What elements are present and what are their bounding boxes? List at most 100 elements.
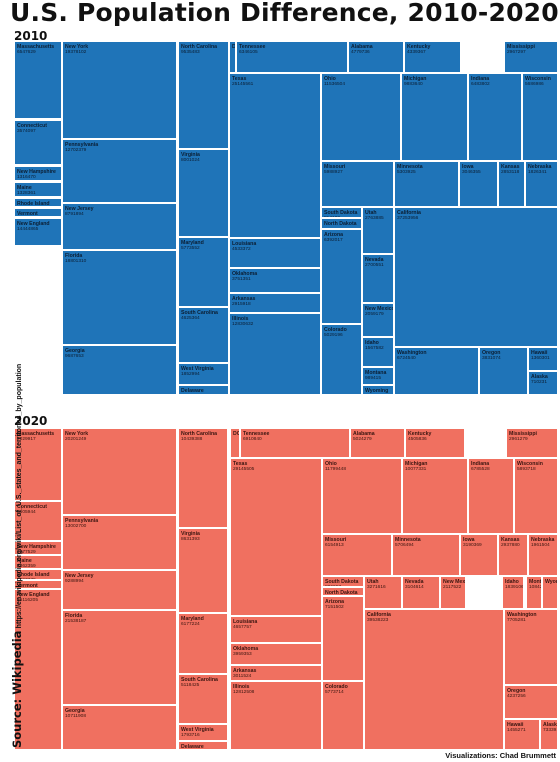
treemap-cell-maryland: Maryland 6177224 bbox=[178, 613, 228, 674]
cell-population-label: 1328361 bbox=[17, 191, 36, 196]
treemap-cell-ohio: Ohio 11799448 bbox=[322, 458, 402, 534]
cell-state-label: West Virginia bbox=[181, 727, 214, 733]
treemap-cell-new-england: New England 14444865 bbox=[14, 218, 62, 246]
cell-population-label: 20201249 bbox=[65, 437, 87, 442]
cell-population-label: 9883640 bbox=[404, 82, 423, 87]
cell-population-label: 10077331 bbox=[405, 467, 427, 472]
cell-state-label: Arkansas bbox=[232, 296, 256, 302]
cell-population-label: 2967297 bbox=[507, 50, 526, 55]
cell-population-label: 7705281 bbox=[507, 618, 526, 623]
treemap-cell-rhode-island: Rhode Island1097379 bbox=[14, 569, 62, 580]
treemap-cell-minnesota: Minnesota 5706494 bbox=[392, 534, 460, 576]
cell-population-label: 8791894 bbox=[65, 212, 84, 217]
cell-state-label: Wyoming bbox=[545, 579, 557, 585]
cell-state-label: Nevada bbox=[405, 579, 424, 585]
cell-population-label: 6483802 bbox=[471, 82, 490, 87]
cell-population-label: 1316470 bbox=[17, 175, 36, 180]
cell-population-label: 4339367 bbox=[407, 50, 426, 55]
cell-population-label: 5024279 bbox=[353, 437, 372, 442]
treemap-cell-utah: Utah 3271616 bbox=[364, 576, 402, 609]
cell-state-label: Texas bbox=[233, 461, 248, 467]
treemap-cell-pennsylvania: Pennsylvania 13002700 bbox=[62, 515, 177, 570]
cell-state-label: Ohio bbox=[324, 76, 336, 82]
treemap-cell-mississippi: Mississippi 2961279 bbox=[506, 428, 558, 458]
cell-state-label: North Carolina bbox=[181, 431, 218, 437]
treemap-cell-maine: Maine 1362359 bbox=[14, 555, 62, 569]
cell-population-label: 1839106 bbox=[505, 585, 524, 590]
treemap-cell-florida: Florida 21538187 bbox=[62, 610, 177, 705]
cell-state-label: Mississippi bbox=[507, 44, 535, 50]
treemap-cell-minnesota: Minnesota 5303925 bbox=[394, 161, 459, 207]
treemap-cell-california: California 37253956 bbox=[394, 207, 558, 347]
treemap-cell-alabama: Alabama 4779736 bbox=[348, 41, 404, 73]
treemap-cell-montana: Montana1084225 bbox=[526, 576, 542, 609]
cell-population-label: 5773552 bbox=[181, 246, 200, 251]
cell-population-label: 6910840 bbox=[243, 437, 262, 442]
treemap-cell-iowa: Iowa 3046355 bbox=[459, 161, 498, 207]
cell-population-label: 4779736 bbox=[351, 50, 370, 55]
treemap-cell-arizona: Arizona 7151502 bbox=[322, 596, 364, 681]
cell-state-label: New Jersey bbox=[65, 206, 94, 212]
cell-state-label: Iowa bbox=[463, 537, 475, 543]
treemap-cell-louisiana: Louisiana 4657757 bbox=[230, 616, 322, 643]
cell-population-label: 4505836 bbox=[408, 437, 427, 442]
cell-state-label: Delaware bbox=[181, 388, 204, 394]
cell-state-label: Idaho bbox=[365, 340, 379, 346]
cell-state-label: Indiana bbox=[471, 76, 490, 82]
treemap-cell-arkansas: Arkansas 2915918 bbox=[229, 293, 321, 313]
treemap-cell-michigan: Michigan 9883640 bbox=[401, 73, 468, 161]
cell-state-label: Massachusetts bbox=[17, 44, 55, 50]
cell-population-label: 19378102 bbox=[65, 50, 87, 55]
treemap-cell-maine: Maine 1328361 bbox=[14, 182, 62, 197]
chart-title: U.S. Population Difference, 2010-2020 bbox=[10, 0, 559, 27]
cell-population-label: 25145561 bbox=[232, 82, 254, 87]
treemap-cell-virginia: Virginia 8631393 bbox=[178, 528, 228, 613]
treemap-cell-georgia: Georgia 9687653 bbox=[62, 345, 177, 395]
treemap-cell-north-dakota: North Dakota bbox=[322, 587, 364, 596]
cell-state-label: South Carolina bbox=[181, 310, 218, 316]
treemap-cell-louisiana: Louisiana 4533372 bbox=[229, 238, 321, 268]
cell-state-label: Alabama bbox=[353, 431, 375, 437]
cell-state-label: Nevada bbox=[365, 257, 384, 263]
cell-state-label: North Dakota bbox=[324, 221, 357, 227]
treemap-cell-rhode-island: Rhode Island1052567 bbox=[14, 198, 62, 207]
treemap-cell-tennessee: Tennessee 6346105 bbox=[236, 41, 348, 73]
cell-state-label: Georgia bbox=[65, 708, 85, 714]
treemap-cell-oregon: Oregon 4237256 bbox=[504, 685, 558, 719]
cell-population-label: 6177224 bbox=[181, 622, 200, 627]
treemap-cell-hawaii: Hawaii 1360301 bbox=[528, 347, 558, 371]
cell-population-label: 2700551 bbox=[365, 263, 384, 268]
cell-population-label: 7151502 bbox=[325, 605, 344, 610]
cell-population-label: 3959353 bbox=[233, 652, 252, 657]
treemap-cell-alabama: Alabama 5024279 bbox=[350, 428, 405, 458]
cell-state-label: Kansas bbox=[501, 537, 520, 543]
cell-state-label: Rhode Island bbox=[17, 201, 50, 207]
cell-population-label: 9687653 bbox=[65, 354, 84, 359]
treemap-cell-delaware: Delaware bbox=[178, 385, 229, 395]
cell-population-label: 9535483 bbox=[181, 50, 200, 55]
cell-population-label: 12702379 bbox=[65, 148, 87, 153]
cell-state-label: Illinois bbox=[233, 684, 250, 690]
cell-population-label: 6785528 bbox=[471, 467, 490, 472]
cell-population-label: 5706494 bbox=[395, 543, 414, 548]
cell-state-label: New Jersey bbox=[65, 573, 94, 579]
cell-population-label: 3831074 bbox=[482, 356, 501, 361]
cell-population-label: 1455271 bbox=[507, 728, 526, 733]
source-label: Source: Wikipedia bbox=[10, 630, 24, 748]
treemap-cell-texas: Texas 25145561 bbox=[229, 73, 321, 238]
cell-population-label: 2059179 bbox=[365, 312, 384, 317]
treemap-2010: Massachusetts 6547629 Connecticut 3574097 Ne… bbox=[14, 41, 558, 395]
treemap-cell-mississippi: Mississippi 2967297 bbox=[504, 41, 558, 73]
cell-population-label: 710231 bbox=[531, 380, 548, 385]
cell-state-label: DC bbox=[232, 44, 236, 50]
cell-population-label: 5118425 bbox=[181, 683, 200, 688]
cell-population-label: 3271616 bbox=[367, 585, 386, 590]
cell-state-label: Ohio bbox=[325, 461, 337, 467]
cell-population-label: 1084225 bbox=[529, 585, 542, 590]
cell-population-label: 3751351 bbox=[232, 277, 251, 282]
cell-state-label: Michigan bbox=[405, 461, 428, 467]
cell-population-label: 1360301 bbox=[531, 356, 550, 361]
cell-population-label: 2853118 bbox=[501, 170, 520, 175]
cell-population-label: 3574097 bbox=[17, 129, 36, 134]
treemap-cell-oklahoma: Oklahoma 3751351 bbox=[229, 268, 321, 293]
